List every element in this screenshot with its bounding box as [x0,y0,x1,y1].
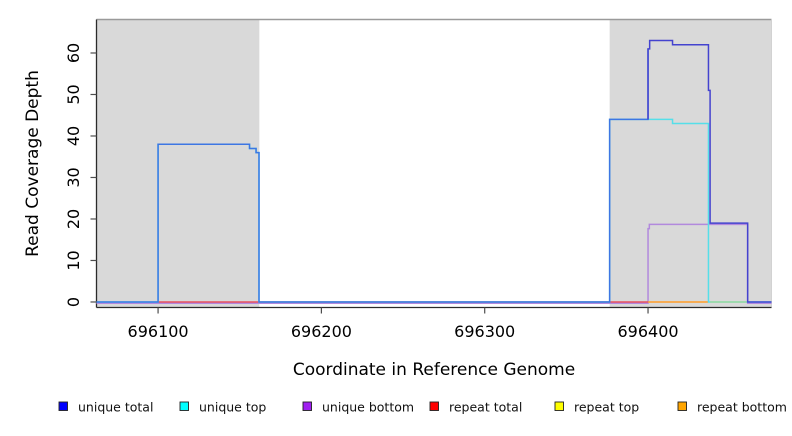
highlight-band [96,19,260,308]
legend-label: repeat top [574,400,639,415]
legend-label: repeat total [449,400,522,415]
y-tick-label: 10 [64,250,83,270]
y-tick-label: 30 [64,167,83,187]
highlight-bands-layer [96,19,772,308]
x-axis-title: Coordinate in Reference Genome [293,360,575,380]
legend-label: unique total [78,400,153,415]
x-tick-label: 696100 [128,322,189,341]
legend-swatch-repeat-total [429,401,439,411]
legend-swatch-repeat-top [554,401,564,411]
y-axis-title: Read Coverage Depth [23,70,43,257]
axis-ticks-layer: 696100 696200 696300 696400 0 10 20 30 40 50 60 [64,43,679,341]
legend-label: unique top [199,400,266,415]
legend-swatch-unique-bottom [302,401,312,411]
x-tick-label: 696300 [454,322,515,341]
y-tick-label: 50 [64,84,83,104]
highlight-band [609,19,772,308]
y-tick-label: 60 [64,43,83,63]
legend-label: unique bottom [322,400,414,415]
series-lines-layer [96,39,772,305]
y-tick-label: 20 [64,209,83,229]
x-tick-label: 696200 [291,322,352,341]
legend: unique total unique top unique bottom repea… [58,400,787,415]
legend-swatch-unique-top [179,401,189,411]
legend-label: repeat bottom [697,400,787,415]
series-unique-total-line [647,39,772,303]
legend-swatch-unique-total [58,401,68,411]
plot-frame-layer [95,18,772,309]
legend-swatch-repeat-bottom [677,401,687,411]
x-tick-label: 696400 [617,322,678,341]
y-tick-label: 0 [64,297,83,307]
series-unique-total-line [96,48,649,303]
y-tick-label: 40 [64,126,83,146]
